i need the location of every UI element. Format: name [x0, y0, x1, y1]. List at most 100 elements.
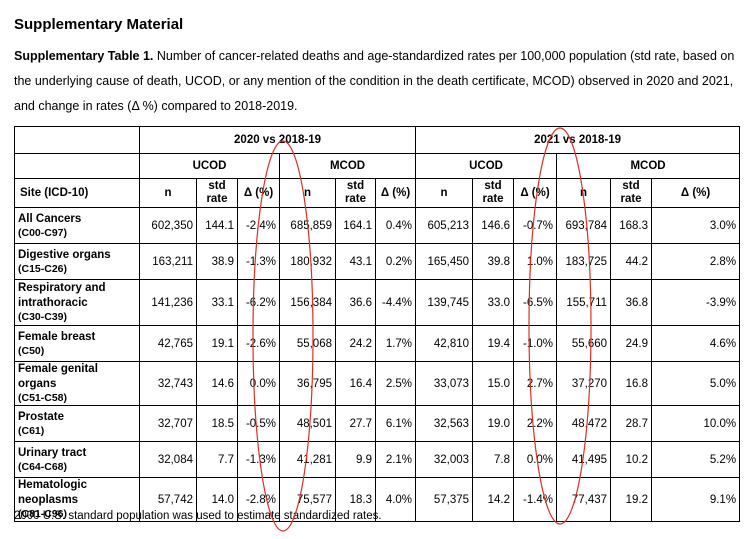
value-cell: 155,711: [556, 279, 612, 326]
value-cell: 33.0: [472, 279, 515, 326]
value-cell: 19.4: [472, 325, 515, 362]
value-cell: -1.0%: [513, 325, 558, 362]
ucod-header-2020: UCOD: [139, 153, 280, 179]
value-cell: 0.4%: [374, 207, 417, 244]
value-cell: 2.7%: [513, 361, 558, 406]
value-cell: -2.6%: [237, 325, 280, 362]
value-cell: 9.9: [335, 441, 376, 478]
value-cell: 44.2: [610, 243, 653, 280]
col-delta: Δ (%): [374, 178, 417, 208]
value-cell: 32,563: [415, 405, 474, 442]
value-cell: 165,450: [415, 243, 474, 280]
value-cell: 39.8: [472, 243, 515, 280]
col-delta: Δ (%): [651, 178, 741, 208]
group-header-2020: 2020 vs 2018-19: [138, 126, 417, 154]
value-cell: 144.1: [196, 207, 238, 244]
value-cell: 77,437: [556, 477, 612, 522]
site-code: (C81-C96): [18, 508, 68, 520]
value-cell: 1.0%: [513, 243, 558, 280]
site-cell: Female breast (C50): [14, 325, 140, 362]
site-name: Urinary tract: [18, 446, 87, 459]
value-cell: 19.2: [610, 477, 653, 522]
footnote: 2000 U.S. standard population was used t…: [14, 510, 382, 522]
value-cell: 168.3: [610, 207, 653, 244]
mcod-header-2021: MCOD: [556, 153, 741, 179]
value-cell: 14.0: [196, 477, 238, 522]
site-code: (C00-C97): [18, 226, 68, 239]
value-cell: -6.5%: [513, 279, 558, 326]
value-cell: 10.2: [610, 441, 653, 478]
site-name: Hematologic neoplasms: [18, 479, 88, 506]
value-cell: -1.3%: [237, 243, 280, 280]
value-cell: -4.4%: [374, 279, 417, 326]
value-cell: 36.6: [335, 279, 376, 326]
value-cell: 156,384: [279, 279, 336, 326]
site-cell: Digestive organs (C15-C26): [14, 243, 140, 280]
col-n: n: [415, 178, 474, 208]
ucod-header-2021: UCOD: [415, 153, 558, 179]
value-cell: 42,810: [415, 325, 474, 362]
value-cell: 10.0%: [651, 405, 741, 442]
value-cell: 32,003: [415, 441, 474, 478]
value-cell: 6.1%: [374, 405, 417, 442]
value-cell: 3.0%: [651, 207, 741, 244]
value-cell: 4.0%: [374, 477, 417, 522]
site-cell: Prostate (C61): [14, 405, 140, 442]
value-cell: 38.9: [196, 243, 238, 280]
results-table: 2020 vs 2018-19 2021 vs 2018-19 UCOD MCO…: [14, 126, 741, 522]
group-header-2021: 2021 vs 2018-19: [415, 126, 741, 154]
col-n: n: [556, 178, 612, 208]
site-name: Respiratory and intrathoracic: [18, 282, 106, 309]
caption-text: Number of cancer-related deaths and age-…: [14, 49, 735, 113]
value-cell: 141,236: [139, 279, 197, 326]
value-cell: -6.2%: [237, 279, 280, 326]
site-code: (C50): [18, 344, 45, 357]
value-cell: 18.5: [196, 405, 238, 442]
value-cell: 0.0%: [237, 361, 280, 406]
site-name: Digestive organs: [18, 248, 111, 261]
value-cell: 146.6: [472, 207, 515, 244]
value-cell: 685,859: [279, 207, 336, 244]
value-cell: 28.7: [610, 405, 653, 442]
table-row: Female genital organs (C51-C58) 32,743 14.6…: [14, 361, 741, 406]
value-cell: 57,375: [415, 477, 474, 522]
table-row: All Cancers (C00-C97) 602,350 144.1 -2.4% 685…: [14, 207, 741, 244]
value-cell: 16.8: [610, 361, 653, 406]
site-cell: Hematologic neoplasms (C81-C96): [14, 477, 140, 522]
value-cell: 139,745: [415, 279, 474, 326]
site-header: Site (ICD-10): [14, 178, 140, 208]
site-cell: Urinary tract (C64-C68): [14, 441, 140, 478]
col-std-rate: std rate: [335, 178, 376, 208]
value-cell: 14.6: [196, 361, 238, 406]
col-delta: Δ (%): [513, 178, 558, 208]
value-cell: 24.2: [335, 325, 376, 362]
value-cell: -2.4%: [237, 207, 280, 244]
value-cell: 183,725: [556, 243, 612, 280]
value-cell: -0.5%: [237, 405, 280, 442]
value-cell: 2.1%: [374, 441, 417, 478]
value-cell: 48,472: [556, 405, 612, 442]
value-cell: 55,660: [556, 325, 612, 362]
value-cell: -0.7%: [513, 207, 558, 244]
value-cell: -1.4%: [513, 477, 558, 522]
value-cell: 27.7: [335, 405, 376, 442]
site-name: Female genital organs: [18, 363, 98, 390]
site-cell: All Cancers (C00-C97): [14, 207, 140, 244]
mcod-header-2020: MCOD: [278, 153, 417, 179]
value-cell: 164.1: [335, 207, 376, 244]
value-cell: 19.1: [196, 325, 238, 362]
value-cell: 602,350: [139, 207, 197, 244]
page-heading: Supplementary Material: [14, 16, 184, 33]
value-cell: 7.8: [472, 441, 515, 478]
value-cell: 32,084: [139, 441, 197, 478]
table-row: Female breast (C50) 42,765 19.1 -2.6% 55,068 2…: [14, 325, 741, 362]
value-cell: 693,784: [556, 207, 612, 244]
value-cell: -3.9%: [651, 279, 741, 326]
table-caption: Supplementary Table 1. Number of cancer-…: [14, 44, 742, 119]
value-cell: 7.7: [196, 441, 238, 478]
table-row: Respiratory and intrathoracic (C30-C39) 14…: [14, 279, 741, 326]
value-cell: 180,932: [279, 243, 336, 280]
value-cell: 1.7%: [374, 325, 417, 362]
table-row: Prostate (C61) 32,707 18.5 -0.5% 48,501 27.7 6.…: [14, 405, 741, 442]
value-cell: 37,270: [556, 361, 612, 406]
